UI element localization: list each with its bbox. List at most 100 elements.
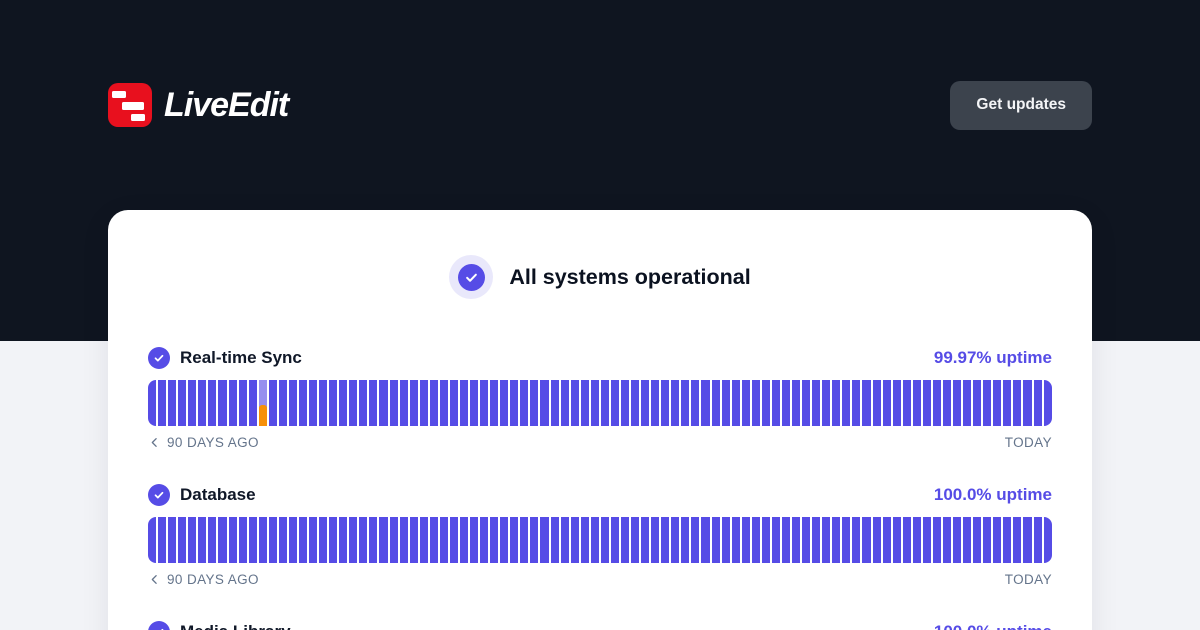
uptime-day-bar[interactable] <box>278 517 287 563</box>
uptime-day-bar[interactable] <box>459 517 468 563</box>
uptime-day-bar[interactable] <box>540 517 549 563</box>
uptime-day-bar[interactable] <box>701 517 710 563</box>
uptime-day-bar[interactable] <box>439 380 448 426</box>
uptime-day-bar[interactable] <box>902 380 911 426</box>
uptime-day-bar[interactable] <box>691 517 700 563</box>
uptime-day-bar[interactable] <box>631 380 640 426</box>
uptime-day-bar[interactable] <box>661 380 670 426</box>
uptime-day-bar[interactable] <box>973 517 982 563</box>
uptime-day-bar[interactable] <box>771 380 780 426</box>
uptime-day-bar[interactable] <box>379 517 388 563</box>
uptime-day-bar[interactable] <box>922 517 931 563</box>
uptime-day-bar[interactable] <box>731 517 740 563</box>
uptime-day-bar[interactable] <box>480 380 489 426</box>
uptime-day-bar[interactable] <box>359 517 368 563</box>
uptime-day-bar[interactable] <box>600 517 609 563</box>
uptime-day-bar[interactable] <box>439 517 448 563</box>
uptime-day-bar[interactable] <box>148 380 157 426</box>
uptime-day-bar[interactable] <box>218 380 227 426</box>
uptime-day-bar[interactable] <box>500 380 509 426</box>
uptime-day-bar[interactable] <box>822 517 831 563</box>
uptime-day-bar[interactable] <box>812 380 821 426</box>
uptime-day-bar[interactable] <box>781 380 790 426</box>
uptime-day-bar[interactable] <box>198 380 207 426</box>
uptime-day-bar[interactable] <box>278 380 287 426</box>
uptime-day-bar[interactable] <box>661 517 670 563</box>
uptime-day-bar[interactable] <box>993 517 1002 563</box>
uptime-day-bar[interactable] <box>892 517 901 563</box>
uptime-day-bar[interactable] <box>721 380 730 426</box>
uptime-day-bar[interactable] <box>309 380 318 426</box>
uptime-day-bar[interactable] <box>188 517 197 563</box>
uptime-day-bar[interactable] <box>912 380 921 426</box>
uptime-day-bar[interactable] <box>610 517 619 563</box>
uptime-day-bar[interactable] <box>319 380 328 426</box>
uptime-day-bar[interactable] <box>188 380 197 426</box>
uptime-day-bar[interactable] <box>560 517 569 563</box>
uptime-day-bar[interactable] <box>983 380 992 426</box>
uptime-day-bar[interactable] <box>238 380 247 426</box>
get-updates-button[interactable]: Get updates <box>950 80 1092 130</box>
uptime-day-bar[interactable] <box>449 517 458 563</box>
uptime-day-bar[interactable] <box>822 380 831 426</box>
uptime-day-bar[interactable] <box>963 517 972 563</box>
uptime-day-bar[interactable] <box>912 517 921 563</box>
uptime-day-bar[interactable] <box>802 380 811 426</box>
uptime-day-bar[interactable] <box>319 517 328 563</box>
uptime-day-bar[interactable] <box>721 517 730 563</box>
uptime-day-bar[interactable] <box>691 380 700 426</box>
uptime-day-bar[interactable] <box>751 517 760 563</box>
uptime-day-bar[interactable] <box>590 380 599 426</box>
uptime-day-bar[interactable] <box>329 380 338 426</box>
uptime-day-bar[interactable] <box>882 380 891 426</box>
uptime-day-bar[interactable] <box>429 517 438 563</box>
uptime-day-bar[interactable] <box>369 380 378 426</box>
uptime-day-bar[interactable] <box>620 517 629 563</box>
uptime-day-bar[interactable] <box>872 380 881 426</box>
uptime-day-bar[interactable] <box>560 380 569 426</box>
uptime-day-bar[interactable] <box>419 517 428 563</box>
uptime-day-bar[interactable] <box>932 517 941 563</box>
uptime-day-bar[interactable] <box>339 380 348 426</box>
uptime-day-bar[interactable] <box>942 380 951 426</box>
uptime-day-bar[interactable] <box>208 380 217 426</box>
uptime-day-bar[interactable] <box>309 517 318 563</box>
uptime-day-bar[interactable] <box>298 517 307 563</box>
uptime-day-bar[interactable] <box>178 517 187 563</box>
uptime-day-bar[interactable] <box>1003 380 1012 426</box>
uptime-day-bar[interactable] <box>198 517 207 563</box>
uptime-day-bar[interactable] <box>862 380 871 426</box>
uptime-day-bar[interactable] <box>671 517 680 563</box>
uptime-day-bar[interactable] <box>399 380 408 426</box>
uptime-day-bar[interactable] <box>1013 517 1022 563</box>
uptime-day-bar[interactable] <box>268 517 277 563</box>
uptime-day-bar[interactable] <box>792 517 801 563</box>
uptime-day-bar[interactable] <box>922 380 931 426</box>
uptime-day-bar[interactable] <box>932 380 941 426</box>
uptime-day-bar[interactable] <box>148 517 157 563</box>
uptime-day-bar[interactable] <box>852 380 861 426</box>
uptime-day-bar[interactable] <box>1023 517 1032 563</box>
uptime-day-bar[interactable] <box>942 517 951 563</box>
uptime-day-bar[interactable] <box>832 380 841 426</box>
uptime-day-bar[interactable] <box>892 380 901 426</box>
uptime-day-bar[interactable] <box>399 517 408 563</box>
uptime-day-bar[interactable] <box>329 517 338 563</box>
uptime-day-bar[interactable] <box>248 517 257 563</box>
uptime-day-bar[interactable] <box>389 517 398 563</box>
uptime-day-bar[interactable] <box>459 380 468 426</box>
uptime-day-bar[interactable] <box>520 380 529 426</box>
uptime-day-bar[interactable] <box>651 380 660 426</box>
uptime-day-bar[interactable] <box>288 517 297 563</box>
uptime-day-bar[interactable] <box>419 380 428 426</box>
uptime-day-bar[interactable] <box>298 380 307 426</box>
uptime-day-bar[interactable] <box>610 380 619 426</box>
uptime-day-bar[interactable] <box>862 517 871 563</box>
uptime-day-bar[interactable] <box>470 380 479 426</box>
uptime-day-bar[interactable] <box>812 517 821 563</box>
uptime-day-bar[interactable] <box>781 517 790 563</box>
uptime-day-bar[interactable] <box>208 517 217 563</box>
uptime-day-bar[interactable] <box>761 517 770 563</box>
uptime-day-bar[interactable] <box>359 380 368 426</box>
uptime-day-bar[interactable] <box>1033 517 1042 563</box>
